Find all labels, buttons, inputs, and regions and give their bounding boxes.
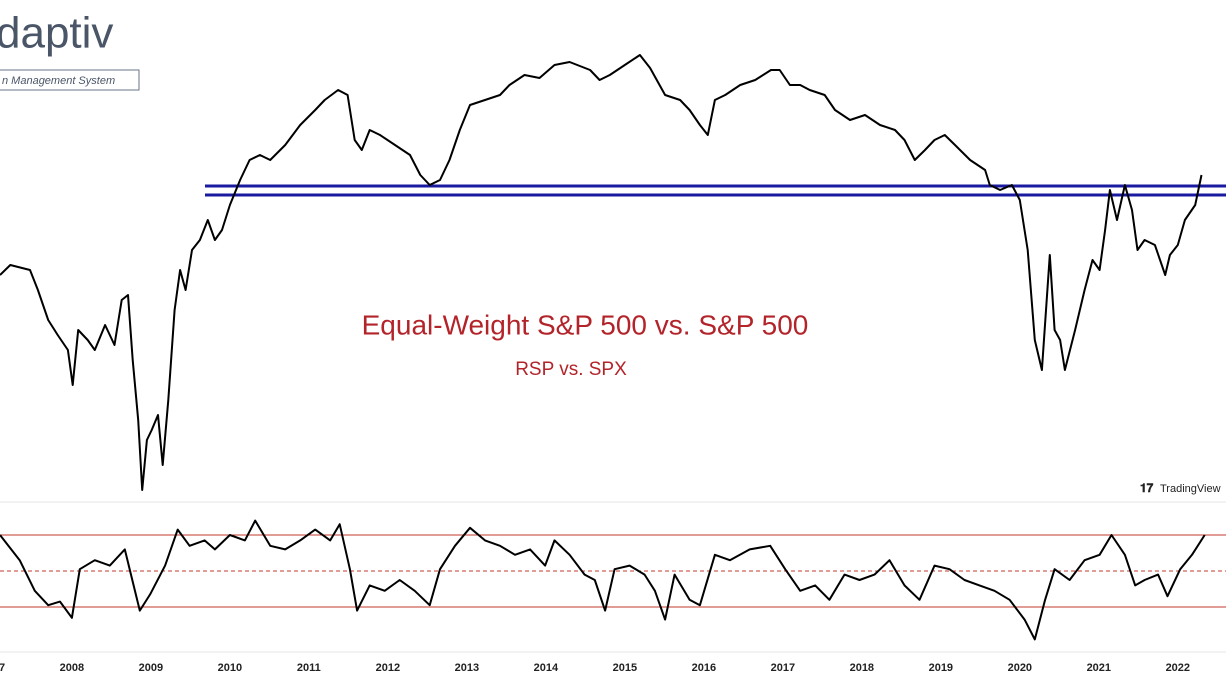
x-tick-label: 2014: [534, 662, 559, 674]
x-tick-label: 2017: [771, 662, 795, 674]
logo-tagline: n Management System: [2, 75, 115, 87]
x-tick-label: 2013: [455, 662, 479, 674]
watermark-icon: 𝟏𝟕: [1140, 481, 1154, 495]
chart-subtitle: RSP vs. SPX: [515, 359, 627, 380]
x-tick-label: 2018: [850, 662, 874, 674]
x-tick-label: 2020: [1008, 662, 1032, 674]
x-tick-label: 2015: [613, 662, 637, 674]
data-line: [0, 519, 1206, 641]
x-tick-label: 2019: [929, 662, 953, 674]
watermark: TradingView: [1160, 483, 1221, 495]
x-tick-label: 2022: [1166, 662, 1190, 674]
logo-name: daptiv: [0, 9, 113, 58]
x-tick-label: 2008: [60, 662, 84, 674]
logo: daptiv n Management System: [0, 9, 140, 91]
chart-title: Equal-Weight S&P 500 vs. S&P 500: [362, 309, 809, 340]
x-tick-label: 2009: [139, 662, 163, 674]
x-tick-label: 2021: [1087, 662, 1111, 674]
x-tick-label: 2010: [218, 662, 242, 674]
x-tick-label: 2012: [376, 662, 400, 674]
x-tick-label: 2016: [692, 662, 716, 674]
x-tick-label: 2007: [0, 662, 5, 674]
x-tick-label: 2011: [297, 662, 321, 674]
data-line: [0, 54, 1203, 491]
logo-box: [0, 69, 140, 91]
